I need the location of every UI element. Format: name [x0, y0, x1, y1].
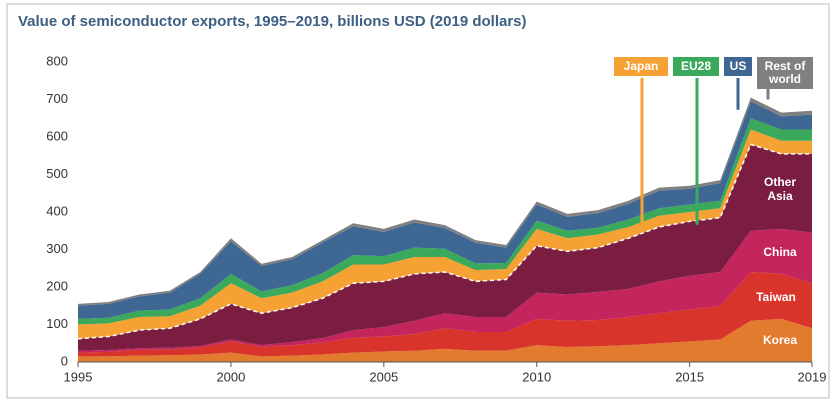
- y-tick-label: 0: [61, 353, 68, 368]
- area-label: Korea: [762, 333, 797, 347]
- legend-tag: Rest of world: [757, 57, 813, 89]
- y-tick-label: 100: [46, 316, 68, 331]
- y-tick-label: 800: [46, 53, 68, 68]
- legend-tag: Japan: [614, 57, 668, 76]
- legend-tag: US: [724, 57, 752, 76]
- area: [78, 318, 812, 362]
- area-label: Other Asia: [763, 175, 796, 203]
- y-tick-label: 500: [46, 166, 68, 181]
- y-tick-label: 700: [46, 91, 68, 106]
- x-tick-label: 2019: [798, 369, 827, 384]
- chart-title: Value of semiconductor exports, 1995–201…: [18, 13, 527, 30]
- x-tick-label: 2000: [216, 369, 245, 384]
- area-label: Taiwan: [756, 290, 796, 304]
- area-label: China: [763, 245, 797, 259]
- area: [78, 129, 812, 339]
- legend-tag: EU28: [673, 57, 719, 76]
- x-tick-label: 2015: [675, 369, 704, 384]
- area: [78, 228, 812, 353]
- x-tick-label: 2005: [369, 369, 398, 384]
- frame: [6, 3, 830, 399]
- x-tick-label: 1995: [64, 369, 93, 384]
- y-tick-label: 300: [46, 241, 68, 256]
- y-tick-label: 600: [46, 128, 68, 143]
- y-tick-label: 400: [46, 203, 68, 218]
- area: [78, 101, 812, 319]
- divider-line: [77, 143, 812, 340]
- area: [78, 272, 812, 357]
- area: [78, 144, 812, 351]
- y-tick-label: 200: [46, 278, 68, 293]
- x-tick-label: 2010: [522, 369, 551, 384]
